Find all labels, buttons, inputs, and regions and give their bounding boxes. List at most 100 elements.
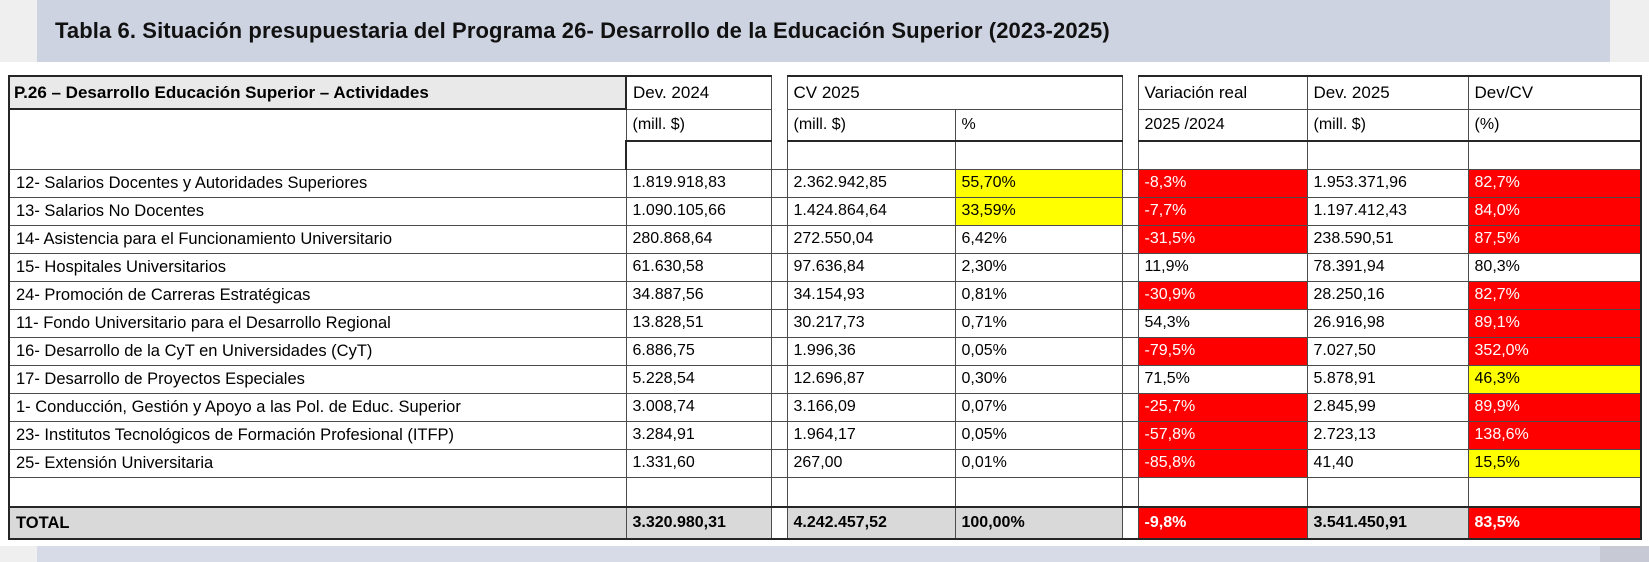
spacer-cell [1121, 506, 1139, 540]
table-row: 23- Institutos Tecnológicos de Formación… [8, 420, 1643, 450]
dev2025-cell: 1.953.371,96 [1306, 168, 1469, 198]
spacer-cell [770, 336, 788, 366]
devcv-cell: 80,3% [1467, 252, 1643, 282]
dev2024-cell: 1.090.105,66 [625, 196, 772, 226]
variacion-cell: -57,8% [1137, 420, 1308, 450]
activity-cell: 23- Institutos Tecnológicos de Formación… [8, 420, 627, 450]
devcv-cell: 84,0% [1467, 196, 1643, 226]
dev2025-cell: 28.250,16 [1306, 280, 1469, 310]
cv2025-percent-cell: 0,01% [954, 448, 1123, 478]
devcv-cell: 352,0% [1467, 336, 1643, 366]
dev2024-cell: 34.887,56 [625, 280, 772, 310]
variacion-cell: -31,5% [1137, 224, 1308, 254]
dev2025-cell: 78.391,94 [1306, 252, 1469, 282]
dev2025-cell: 2.723,13 [1306, 420, 1469, 450]
spacer-cell [1121, 252, 1139, 282]
activity-cell: 25- Extensión Universitaria [8, 448, 627, 478]
dev2025-cell: 26.916,98 [1306, 308, 1469, 338]
spacer-cell [1121, 76, 1139, 109]
table-row: 14- Asistencia para el Funcionamiento Un… [8, 224, 1643, 254]
dev2024-cell: 13.828,51 [625, 308, 772, 338]
spacer-cell [770, 280, 788, 310]
spacer-cell [770, 392, 788, 422]
table-row: 13- Salarios No Docentes 1.090.105,66 1.… [8, 196, 1643, 226]
cv2025-amount-cell: 3.166,09 [786, 392, 956, 422]
table-row: 25- Extensión Universitaria 1.331,60 267… [8, 448, 1643, 478]
variacion-cell: -7,7% [1137, 196, 1308, 226]
activity-cell: 15- Hospitales Universitarios [8, 252, 627, 282]
cv2025-percent-cell: 6,42% [954, 224, 1123, 254]
spacer-cell [1121, 364, 1139, 394]
spacer-cell [770, 168, 788, 198]
variacion-cell: 11,9% [1137, 252, 1308, 282]
dev2025-cell: 2.845,99 [1306, 392, 1469, 422]
dev2024-cell: 1.819.918,83 [625, 168, 772, 198]
cv2025-percent-cell: 2,30% [954, 252, 1123, 282]
total-cv2025-percent-cell: 100,00% [954, 506, 1123, 540]
variacion-cell: -79,5% [1137, 336, 1308, 366]
variacion-cell: -8,3% [1137, 168, 1308, 198]
blank-row [8, 476, 1643, 508]
dev2024-cell: 1.331,60 [625, 448, 772, 478]
activity-cell: 24- Promoción de Carreras Estratégicas [8, 280, 627, 310]
variacion-cell: 71,5% [1137, 364, 1308, 394]
header-activities-blank [8, 108, 627, 170]
header-dev2024: Dev. 2024 [625, 75, 772, 110]
activity-cell: 12- Salarios Docentes y Autoridades Supe… [8, 168, 627, 198]
cv2025-percent-cell: 0,07% [954, 392, 1123, 422]
dev2025-cell: 1.197.412,43 [1306, 196, 1469, 226]
bottom-strip-end [1600, 546, 1649, 562]
subheader-dev2025-unit: (mill. $) [1306, 108, 1469, 142]
subheader-devcv-unit: (%) [1467, 108, 1643, 142]
cv2025-percent-cell: 0,30% [954, 364, 1123, 394]
subheader-variacion-period: 2025 /2024 [1137, 108, 1308, 142]
spacer-cell [1121, 308, 1139, 338]
total-devcv-cell: 83,5% [1467, 506, 1643, 540]
header-activities: P.26 – Desarrollo Educación Superior – A… [8, 75, 627, 110]
dev2024-cell: 6.886,75 [625, 336, 772, 366]
activity-cell: 1- Conducción, Gestión y Apoyo a las Pol… [8, 392, 627, 422]
spacer-cell [770, 252, 788, 282]
cv2025-amount-cell: 1.424.864,64 [786, 196, 956, 226]
header-row-1: P.26 – Desarrollo Educación Superior – A… [8, 75, 1643, 110]
cv2025-amount-cell: 97.636,84 [786, 252, 956, 282]
total-dev2024-cell: 3.320.980,31 [625, 506, 772, 540]
devcv-cell: 82,7% [1467, 168, 1643, 198]
cv2025-percent-cell: 55,70% [954, 168, 1123, 198]
subheader-cv2025-unit: (mill. $) [786, 108, 956, 142]
dev2024-cell: 5.228,54 [625, 364, 772, 394]
devcv-cell: 138,6% [1467, 420, 1643, 450]
devcv-cell: 82,7% [1467, 280, 1643, 310]
spacer-cell [770, 420, 788, 450]
variacion-cell: -25,7% [1137, 392, 1308, 422]
spacer-cell [1121, 476, 1139, 508]
dev2025-cell: 7.027,50 [1306, 336, 1469, 366]
spacer-cell [1121, 168, 1139, 198]
subheader-cv2025-percent: % [954, 108, 1123, 142]
dev2024-cell: 280.868,64 [625, 224, 772, 254]
devcv-cell: 89,9% [1467, 392, 1643, 422]
cv2025-amount-cell: 2.362.942,85 [786, 168, 956, 198]
spacer-cell [770, 364, 788, 394]
spacer-cell [770, 506, 788, 540]
header-row-2: (mill. $) (mill. $) % 2025 /2024 (mill. … [8, 108, 1643, 170]
page-margin-right [1610, 0, 1649, 62]
cv2025-percent-cell: 0,81% [954, 280, 1123, 310]
spacer-cell [1121, 196, 1139, 226]
total-cv2025-amount-cell: 4.242.457,52 [786, 506, 956, 540]
dev2024-cell: 3.284,91 [625, 420, 772, 450]
table-row: 15- Hospitales Universitarios 61.630,58 … [8, 252, 1643, 282]
activity-cell: 14- Asistencia para el Funcionamiento Un… [8, 224, 627, 254]
table-row: 24- Promoción de Carreras Estratégicas 3… [8, 280, 1643, 310]
variacion-cell: 54,3% [1137, 308, 1308, 338]
page-margin-left [0, 0, 37, 62]
devcv-cell: 15,5% [1467, 448, 1643, 478]
spacer-cell [770, 141, 788, 170]
dev2024-cell: 3.008,74 [625, 392, 772, 422]
table-row: 1- Conducción, Gestión y Apoyo a las Pol… [8, 392, 1643, 422]
header-cv2025: CV 2025 [786, 75, 1123, 110]
total-row: TOTAL 3.320.980,31 4.242.457,52 100,00% … [8, 506, 1643, 540]
spacer-cell [770, 109, 788, 141]
header-devcv: Dev/CV [1467, 75, 1643, 110]
cv2025-amount-cell: 30.217,73 [786, 308, 956, 338]
